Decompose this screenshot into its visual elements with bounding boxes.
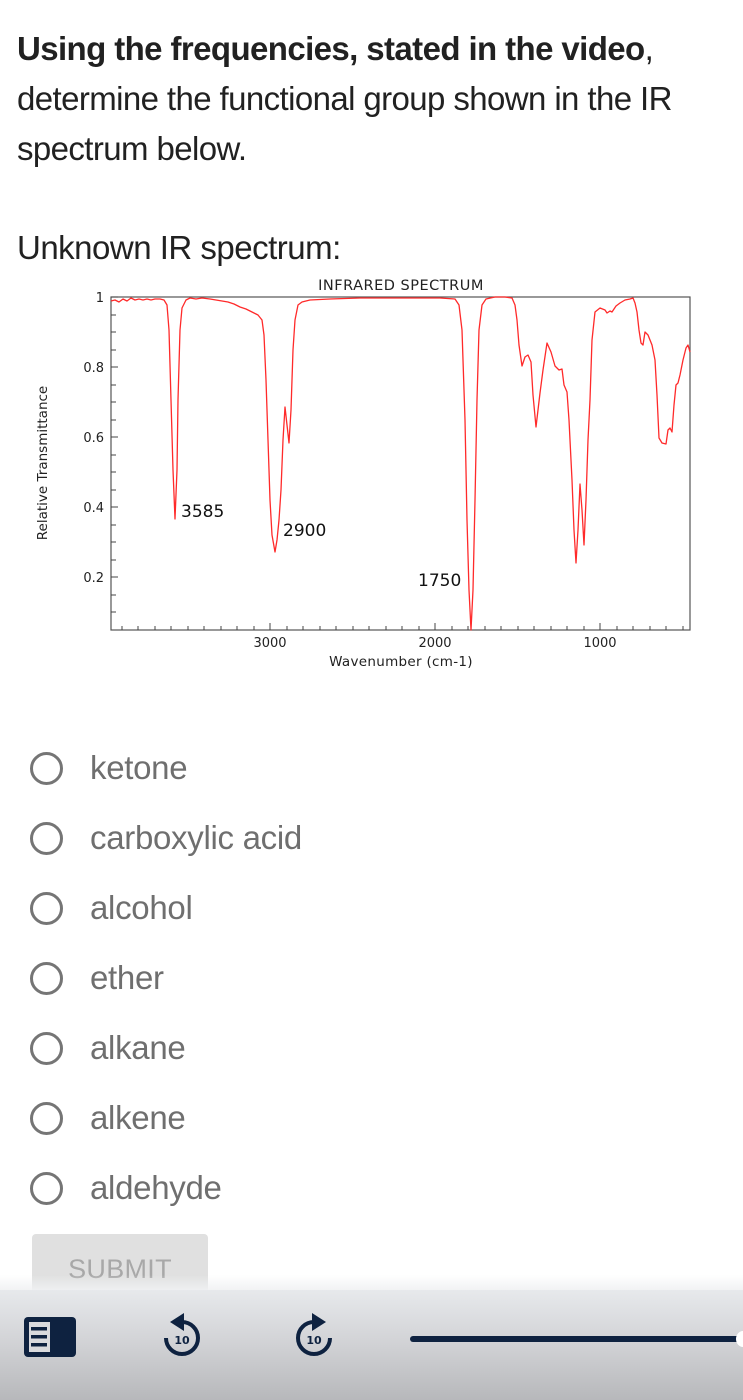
transcript-panel-icon[interactable] <box>24 1317 76 1357</box>
progress-scrubber-handle[interactable] <box>736 1331 743 1347</box>
ir-spectrum-chart: INFRARED SPECTRUM 1 0.8 <box>0 270 743 680</box>
option-label: alcohol <box>90 889 193 926</box>
y-tick-1: 1 <box>96 291 104 306</box>
y-axis-label: Relative Transmittance <box>35 386 51 540</box>
y-axis <box>111 296 118 613</box>
x-axis-label: Wavenumber (cm-1) <box>329 654 473 670</box>
option-label: ether <box>90 959 164 996</box>
y-tick-0-2: 0.2 <box>83 571 104 586</box>
option-carboxylic-acid[interactable]: carboxylic acid <box>0 803 743 873</box>
progress-bar[interactable] <box>410 1336 743 1342</box>
option-ether[interactable]: ether <box>0 943 743 1013</box>
radio-button[interactable] <box>30 961 63 995</box>
y-tick-0-6: 0.6 <box>83 431 104 446</box>
option-label: aldehyde <box>90 1169 222 1206</box>
y-tick-0-4: 0.4 <box>83 501 104 516</box>
option-label: alkane <box>90 1029 186 1066</box>
radio-button[interactable] <box>30 821 63 855</box>
radio-button[interactable] <box>30 1031 63 1065</box>
option-aldehyde[interactable]: aldehyde <box>0 1153 743 1223</box>
question-rest: , determine the functional group shown i… <box>17 30 672 167</box>
forward-seconds: 10 <box>306 1334 322 1347</box>
radio-button[interactable] <box>30 1101 63 1135</box>
option-alkane[interactable]: alkane <box>0 1013 743 1083</box>
question-bold: Using the frequencies, stated in the vid… <box>17 30 645 67</box>
forward-10-icon[interactable]: 10 <box>292 1310 336 1360</box>
answer-options: ketone carboxylic acid alcohol ether alk… <box>0 733 743 1223</box>
spectrum-heading: Unknown IR spectrum: <box>17 229 341 266</box>
radio-button[interactable] <box>30 891 63 925</box>
annotation-3585: 3585 <box>181 502 224 522</box>
chart-title: INFRARED SPECTRUM <box>318 278 484 294</box>
rewind-10-icon[interactable]: 10 <box>160 1310 204 1360</box>
y-tick-0-8: 0.8 <box>83 361 104 376</box>
option-alkene[interactable]: alkene <box>0 1083 743 1153</box>
annotation-2900: 2900 <box>283 521 326 541</box>
radio-button[interactable] <box>30 1171 63 1205</box>
x-tick-3000: 3000 <box>253 636 286 651</box>
media-player-bar <box>0 1290 743 1400</box>
option-label: ketone <box>90 749 188 786</box>
spectrum-line <box>110 296 691 631</box>
annotation-1750: 1750 <box>418 571 461 591</box>
option-alcohol[interactable]: alcohol <box>0 873 743 943</box>
x-axis <box>121 623 684 630</box>
x-tick-1000: 1000 <box>583 636 616 651</box>
question-text: Using the frequencies, stated in the vid… <box>17 24 737 174</box>
bottom-fade <box>0 1275 743 1290</box>
option-ketone[interactable]: ketone <box>0 733 743 803</box>
rewind-seconds: 10 <box>174 1334 190 1347</box>
option-label: carboxylic acid <box>90 819 302 856</box>
radio-button[interactable] <box>30 751 63 785</box>
plot-area <box>110 296 691 631</box>
x-tick-2000: 2000 <box>418 636 451 651</box>
option-label: alkene <box>90 1099 186 1136</box>
